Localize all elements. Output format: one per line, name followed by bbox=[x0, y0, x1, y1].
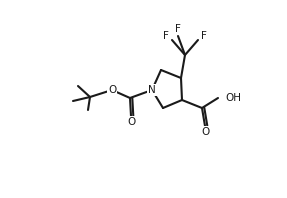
Text: N: N bbox=[148, 85, 156, 95]
Text: F: F bbox=[163, 31, 169, 41]
Text: F: F bbox=[175, 24, 181, 34]
Text: O: O bbox=[108, 85, 116, 95]
Text: O: O bbox=[127, 117, 135, 127]
Text: F: F bbox=[201, 31, 207, 41]
Text: O: O bbox=[201, 127, 209, 137]
Text: OH: OH bbox=[225, 93, 241, 103]
